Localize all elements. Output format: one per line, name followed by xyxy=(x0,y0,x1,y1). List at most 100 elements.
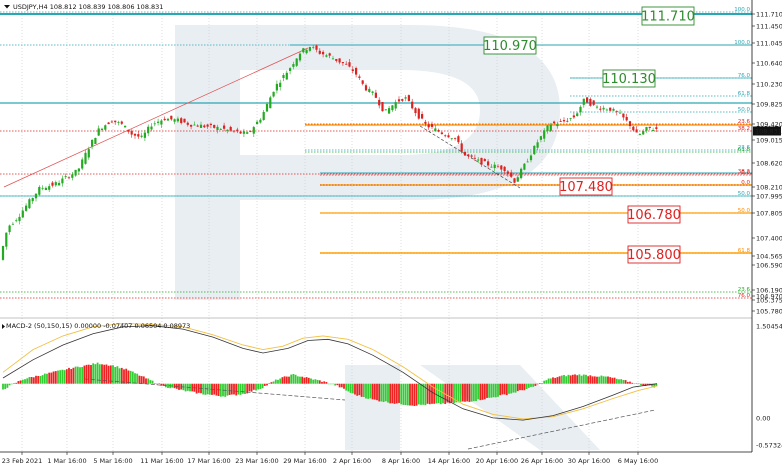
candle-body-43 xyxy=(143,132,146,138)
current-price-marker xyxy=(753,126,781,136)
macd-bar-144 xyxy=(318,380,321,384)
macd-bar-88 xyxy=(195,383,198,394)
candle-body-45 xyxy=(150,126,153,130)
price-tick-label-1: 111.450 xyxy=(756,22,782,30)
level-box-3 xyxy=(559,177,613,196)
candle-body-137 xyxy=(454,137,457,139)
candle-body-136 xyxy=(450,138,453,140)
macd-bar-258 xyxy=(569,375,572,384)
candle-body-42 xyxy=(140,135,143,137)
macd-bar-142 xyxy=(314,379,317,384)
macd-tick-label-2: -0.57324 xyxy=(756,441,782,449)
candle-body-189 xyxy=(625,116,628,121)
macd-bar-17 xyxy=(39,376,42,384)
candle-body-117 xyxy=(388,108,391,114)
candle-body-116 xyxy=(384,109,387,111)
macd-bar-281 xyxy=(620,379,623,384)
candle-body-174 xyxy=(576,113,579,117)
candle-body-105 xyxy=(348,62,351,67)
macd-bar-221 xyxy=(488,383,491,398)
candle-body-120 xyxy=(397,99,401,102)
candle-body-129 xyxy=(427,124,430,128)
candle-body-102 xyxy=(338,58,341,63)
candle-body-57 xyxy=(190,124,193,127)
candle-body-31 xyxy=(104,125,107,130)
macd-bar-53 xyxy=(118,368,121,384)
macd-bar-45 xyxy=(101,364,103,384)
time-tick-label-13: 6 May 16:00 xyxy=(618,457,658,465)
macd-bar-136 xyxy=(301,376,304,384)
macd-bar-249 xyxy=(549,378,552,384)
candle-body-58 xyxy=(193,124,196,126)
macd-bar-236 xyxy=(521,383,524,391)
macd-bar-133 xyxy=(294,374,297,384)
macd-bar-199 xyxy=(439,383,442,405)
macd-bar-64 xyxy=(142,376,145,384)
collapse-arrow-icon[interactable] xyxy=(4,5,10,9)
candle-body-166 xyxy=(549,124,552,131)
candle-body-101 xyxy=(335,58,338,61)
candle-body-38 xyxy=(127,129,130,132)
candle-body-49 xyxy=(163,118,166,121)
macd-bar-3 xyxy=(8,383,11,386)
macd-bar-291 xyxy=(642,383,645,386)
candle-body-118 xyxy=(391,105,394,111)
macd-bar-234 xyxy=(516,383,519,392)
candle-body-78 xyxy=(259,119,262,123)
macd-bar-145 xyxy=(321,381,323,384)
candle-body-173 xyxy=(572,115,575,118)
macd-bar-286 xyxy=(631,382,634,384)
level-box-1 xyxy=(483,36,537,55)
level-box-label-1: 110.970 xyxy=(483,39,537,54)
macd-bar-160 xyxy=(354,383,356,395)
candle-body-91 xyxy=(302,48,305,53)
macd-bar-272 xyxy=(600,375,603,384)
candle-body-23 xyxy=(77,168,80,172)
macd-bar-149 xyxy=(329,383,332,385)
candle-body-19 xyxy=(64,176,67,177)
macd-bar-106 xyxy=(235,383,238,396)
macd-bar-125 xyxy=(277,379,279,384)
candle-body-69 xyxy=(229,126,232,131)
time-tick-label-3: 11 Mar 16:00 xyxy=(140,457,183,465)
candle-body-41 xyxy=(137,134,140,137)
candle-body-8 xyxy=(28,199,31,209)
macd-bar-29 xyxy=(65,369,68,384)
time-tick-label-6: 29 Mar 16:00 xyxy=(283,457,326,465)
macd-bar-233 xyxy=(514,383,517,393)
macd-bar-220 xyxy=(486,383,488,398)
macd-bar-169 xyxy=(373,383,376,400)
price-tick-label-6: 109.420 xyxy=(756,120,782,128)
candle-body-93 xyxy=(308,47,311,51)
candle-body-85 xyxy=(282,74,285,78)
candle-body-90 xyxy=(298,53,302,61)
macd-bar-227 xyxy=(501,383,504,395)
macd-bar-34 xyxy=(76,366,79,384)
candle-body-139 xyxy=(460,143,463,152)
macd-bar-38 xyxy=(85,364,88,384)
macd-bar-153 xyxy=(338,383,341,388)
candle-body-178 xyxy=(589,98,592,106)
macd-bar-223 xyxy=(492,383,495,398)
macd-bar-229 xyxy=(505,383,508,396)
candle-body-121 xyxy=(401,99,404,101)
macd-bar-224 xyxy=(494,383,497,398)
candle-body-125 xyxy=(414,108,417,113)
candle-body-76 xyxy=(252,127,255,134)
candle-body-154 xyxy=(510,172,513,177)
macd-bar-192 xyxy=(424,383,427,406)
price-tick-label-7: 109.015 xyxy=(756,136,782,144)
price-tick-label-0: 111.710 xyxy=(756,10,782,18)
macd-bar-49 xyxy=(109,365,112,384)
macd-bar-222 xyxy=(490,383,493,398)
macd-bar-46 xyxy=(103,364,106,384)
macd-bar-172 xyxy=(380,383,383,402)
macd-bar-261 xyxy=(576,375,579,384)
candle-body-119 xyxy=(394,102,397,109)
macd-bar-271 xyxy=(598,376,601,384)
macd-bar-182 xyxy=(402,383,405,405)
macd-bar-13 xyxy=(30,377,33,384)
level-box-5 xyxy=(627,245,681,264)
macd-bar-279 xyxy=(615,378,618,384)
